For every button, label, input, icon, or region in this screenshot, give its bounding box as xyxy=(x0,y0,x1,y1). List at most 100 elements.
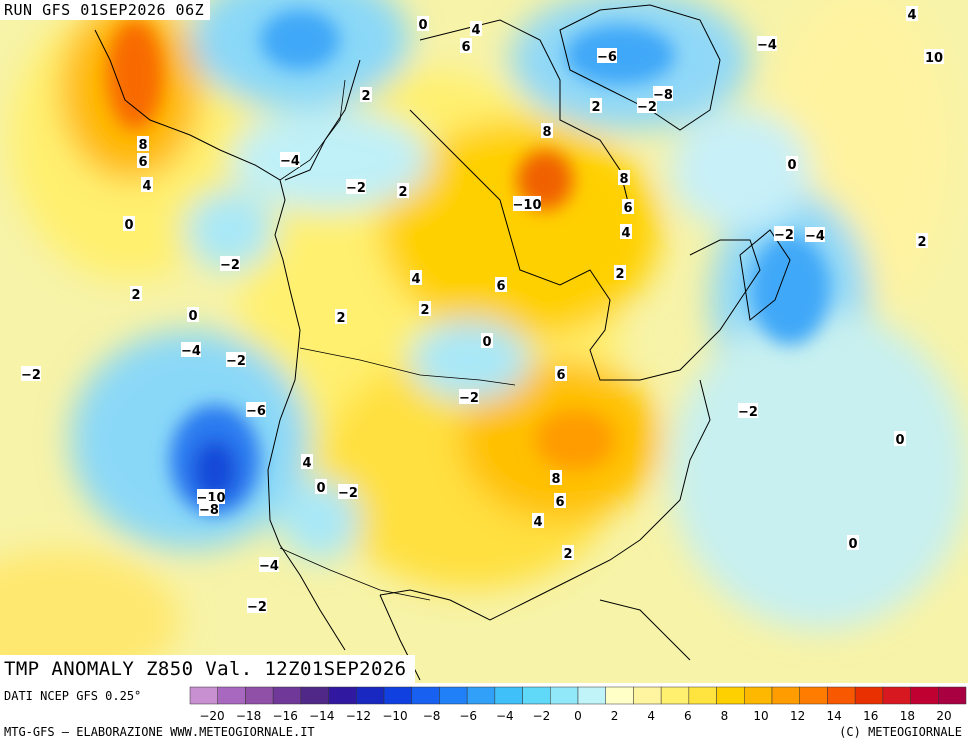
legend-swatch xyxy=(439,686,468,705)
svg-text:−4: −4 xyxy=(805,229,825,244)
footer-credit: MTG-GFS — ELABORAZIONE WWW.METEOGIORNALE… xyxy=(4,725,315,739)
contour-label: −6 xyxy=(597,48,617,65)
svg-text:2: 2 xyxy=(420,303,429,318)
contour-label: −4 xyxy=(805,227,825,244)
svg-text:0: 0 xyxy=(848,537,857,552)
svg-text:−6: −6 xyxy=(246,404,266,419)
map-title: TMP ANOMALY Z850 Val. 12Z01SEP2026 xyxy=(0,655,415,683)
svg-text:−2: −2 xyxy=(226,354,246,369)
svg-text:−2: −2 xyxy=(338,486,358,501)
contour-label: −8 xyxy=(199,501,219,518)
svg-text:4: 4 xyxy=(621,226,630,241)
contour-label: −2 xyxy=(459,389,479,406)
contour-label: −4 xyxy=(181,342,201,359)
contour-label: 0 xyxy=(417,16,429,33)
contour-label: 2 xyxy=(562,545,574,562)
svg-text:6: 6 xyxy=(461,40,470,55)
contour-label: 4 xyxy=(620,224,632,241)
contour-label: 2 xyxy=(590,98,602,115)
contour-label: 6 xyxy=(495,277,507,294)
legend-tick-label: 8 xyxy=(721,709,729,723)
svg-text:2: 2 xyxy=(336,311,345,326)
contour-label: 4 xyxy=(410,270,422,287)
legend-swatch xyxy=(328,686,357,705)
contour-label: 4 xyxy=(141,177,153,194)
legend-swatch xyxy=(688,686,717,705)
legend-tick-label: 10 xyxy=(753,709,768,723)
contour-label: 6 xyxy=(460,38,472,55)
svg-text:6: 6 xyxy=(623,201,632,216)
svg-text:−2: −2 xyxy=(21,368,41,383)
legend-swatch xyxy=(245,686,274,705)
data-source: DATI NCEP GFS 0.25° xyxy=(4,689,142,703)
svg-text:4: 4 xyxy=(907,8,916,23)
svg-text:4: 4 xyxy=(142,179,151,194)
svg-text:8: 8 xyxy=(138,138,147,153)
svg-text:6: 6 xyxy=(556,368,565,383)
legend-swatch xyxy=(633,686,662,705)
contour-label: 8 xyxy=(618,170,630,187)
svg-text:−2: −2 xyxy=(637,100,657,115)
contour-label: −10 xyxy=(513,196,541,213)
legend-tick-label: −18 xyxy=(236,709,261,723)
svg-text:6: 6 xyxy=(496,279,505,294)
contour-label: 2 xyxy=(419,301,431,318)
contour-label: 0 xyxy=(786,156,798,173)
legend-tick-label: 16 xyxy=(863,709,878,723)
contour-label: 0 xyxy=(847,535,859,552)
svg-text:2: 2 xyxy=(398,185,407,200)
footer-copyright: (C) METEOGIORNALE xyxy=(839,725,962,739)
color-legend: −20 −18 −16 −14 −12 −10 −8 −6 −4 −2 0 2 4 6 8 10 12 14 16 1… xyxy=(189,686,967,723)
contour-label: −2 xyxy=(220,256,240,273)
contour-label: 0 xyxy=(123,216,135,233)
contour-label: −4 xyxy=(280,152,300,169)
legend-tick-label: 18 xyxy=(900,709,915,723)
svg-text:10: 10 xyxy=(925,51,943,66)
legend-tick-label: −16 xyxy=(273,709,298,723)
legend-tick-label: 6 xyxy=(684,709,692,723)
svg-text:4: 4 xyxy=(471,23,480,38)
legend-swatch xyxy=(744,686,773,705)
svg-text:4: 4 xyxy=(533,515,542,530)
contour-label: 10 xyxy=(924,49,944,66)
legend-tick-label: 12 xyxy=(790,709,805,723)
contour-label: 2 xyxy=(335,309,347,326)
svg-text:0: 0 xyxy=(188,309,197,324)
svg-text:0: 0 xyxy=(124,218,133,233)
contour-label: −2 xyxy=(226,352,246,369)
contour-label: 8 xyxy=(541,123,553,140)
svg-text:4: 4 xyxy=(411,272,420,287)
contour-label: 6 xyxy=(554,493,566,510)
legend-tick-label: −6 xyxy=(459,709,477,723)
svg-text:−2: −2 xyxy=(738,405,758,420)
contour-label: −2 xyxy=(338,484,358,501)
run-label: RUN GFS 01SEP2026 06Z xyxy=(0,0,211,20)
legend-swatch xyxy=(383,686,412,705)
svg-text:−2: −2 xyxy=(220,258,240,273)
contour-label: 4 xyxy=(470,21,482,38)
legend-swatch xyxy=(494,686,523,705)
contour-label: 4 xyxy=(301,454,313,471)
svg-text:6: 6 xyxy=(555,495,564,510)
legend-swatch xyxy=(660,686,690,705)
borders xyxy=(279,79,516,601)
legend-swatch xyxy=(771,686,800,705)
contour-label: −6 xyxy=(246,402,266,419)
legend-tick-label: −14 xyxy=(309,709,334,723)
contour-label: 4 xyxy=(906,6,918,23)
contour-label: 2 xyxy=(397,183,409,200)
legend-swatch xyxy=(577,686,606,705)
legend-swatch xyxy=(716,686,745,705)
contour-label: 2 xyxy=(614,265,626,282)
legend-tick-label: −12 xyxy=(346,709,371,723)
legend-tick-label: 4 xyxy=(647,709,655,723)
legend-swatch xyxy=(882,686,911,705)
legend-tick-label: 2 xyxy=(611,709,619,723)
svg-text:0: 0 xyxy=(418,18,427,33)
contour-label: 2 xyxy=(130,286,142,303)
contour-label: −2 xyxy=(774,226,794,243)
contour-label: 0 xyxy=(481,333,493,350)
contour-label: −8 xyxy=(653,86,673,103)
